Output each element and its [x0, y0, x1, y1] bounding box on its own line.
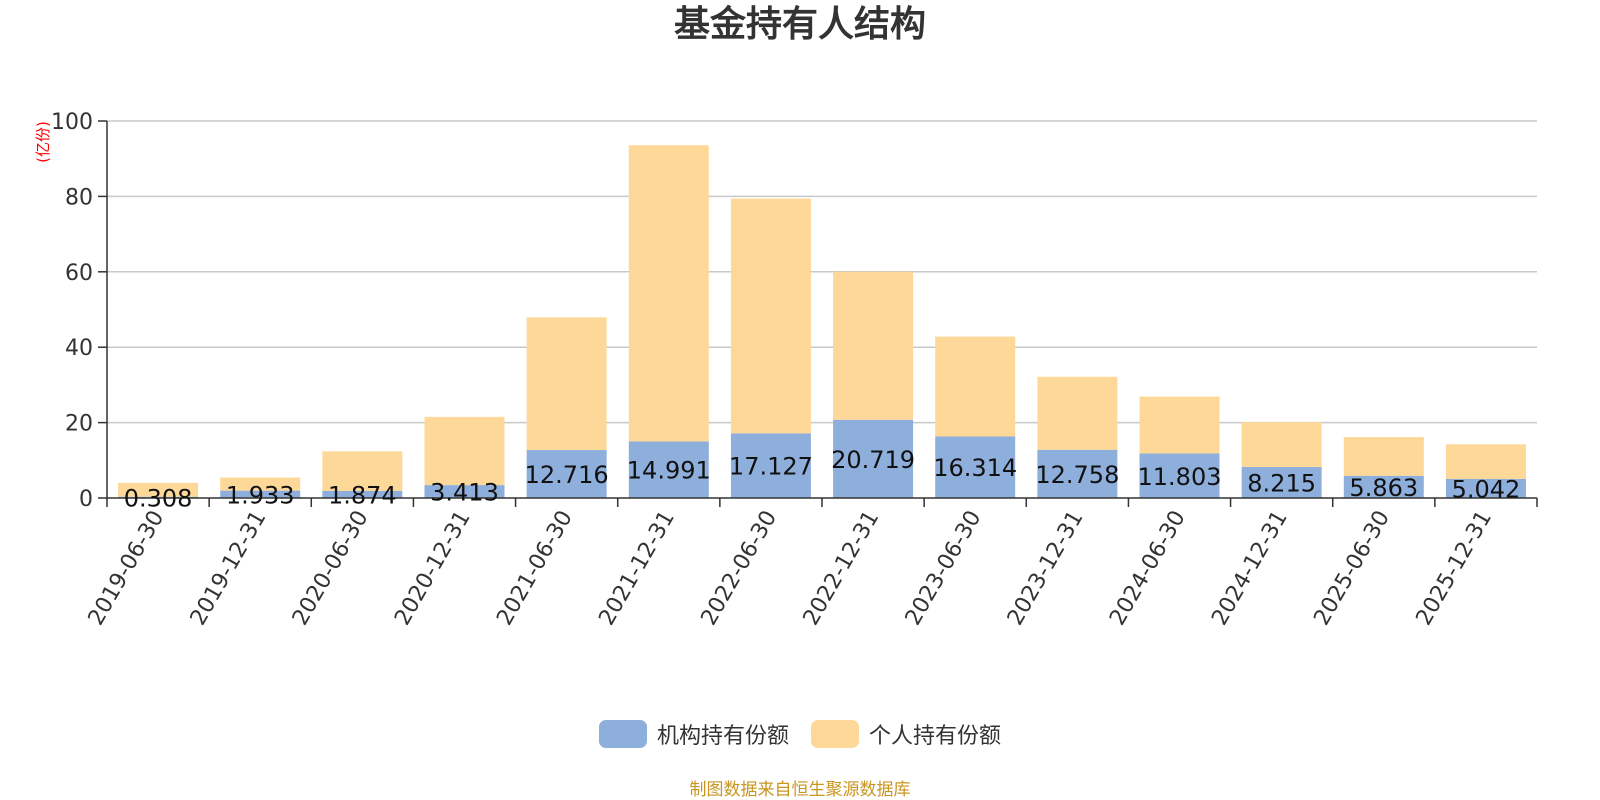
bar-institutional[interactable] [1139, 453, 1220, 498]
x-tick-label: 2025-06-30 [1309, 507, 1395, 630]
data-labels: 0.308 1.933 1.874 3.413 12.716 14.991 17.127 20… [124, 446, 1521, 512]
bar-individual[interactable] [628, 145, 709, 442]
bar-value-label: 16.314 [933, 454, 1017, 482]
bar-individual[interactable] [935, 336, 1016, 437]
y-tick-label: 80 [65, 185, 93, 210]
x-tick-label: 2020-12-31 [390, 507, 476, 630]
bar-value-label: 14.991 [627, 457, 711, 485]
bar-individual[interactable] [424, 416, 505, 486]
bars [118, 145, 1526, 498]
bar-individual[interactable] [1445, 444, 1526, 479]
x-tick-label: 2022-12-31 [799, 507, 885, 630]
legend: 机构持有份额 个人持有份额 [0, 718, 1600, 750]
bar-institutional[interactable] [833, 419, 914, 498]
x-tick-label: 2020-06-30 [288, 507, 374, 630]
x-tick-label: 2023-06-30 [901, 507, 987, 630]
bar-value-label: 12.716 [525, 461, 609, 489]
bar-institutional[interactable] [1445, 478, 1526, 498]
source-note: 制图数据来自恒生聚源数据库 [689, 780, 911, 800]
bar-value-label: 8.215 [1247, 470, 1316, 498]
bar-value-label: 1.933 [226, 481, 295, 509]
bar-institutional[interactable] [628, 441, 709, 498]
bar-individual[interactable] [322, 451, 403, 491]
x-tick-label: 2019-12-31 [186, 507, 272, 630]
bar-individual[interactable] [1139, 396, 1220, 454]
legend-swatch-individual [811, 720, 859, 748]
legend-swatch-institutional [598, 720, 647, 748]
x-tick-label: 2021-12-31 [594, 507, 680, 630]
bar-institutional[interactable] [526, 450, 607, 498]
bar-individual[interactable] [1343, 437, 1424, 476]
bar-individual[interactable] [1037, 376, 1118, 450]
bar-institutional[interactable] [322, 490, 403, 498]
y-tick-label: 40 [65, 336, 93, 361]
legend-label-institutional: 机构持有份额 [656, 724, 789, 749]
x-tick-label: 2019-06-30 [84, 507, 170, 630]
y-tick-label: 100 [51, 110, 93, 135]
bar-value-label: 5.863 [1349, 474, 1418, 502]
bar-value-label: 17.127 [729, 453, 813, 481]
bar-value-label: 3.413 [430, 479, 499, 507]
legend-item-institutional[interactable]: 机构持有份额 [598, 718, 789, 750]
x-tick-label: 2025-12-31 [1412, 507, 1498, 630]
bar-institutional[interactable] [730, 433, 811, 498]
bar-institutional[interactable] [220, 490, 301, 498]
bar-institutional[interactable] [1343, 475, 1424, 498]
grid-lines [107, 120, 1537, 424]
bar-individual[interactable] [118, 482, 199, 497]
y-tick-label: 0 [79, 487, 93, 512]
bar-value-label: 20.719 [831, 446, 915, 474]
bar-value-label: 5.042 [1452, 475, 1521, 503]
x-tick-label: 2022-06-30 [697, 507, 783, 630]
legend-label-individual: 个人持有份额 [869, 724, 1002, 749]
bar-value-label: 1.874 [328, 481, 397, 509]
bar-value-label: 0.308 [124, 484, 193, 512]
bar-value-label: 12.758 [1035, 461, 1119, 489]
bar-individual[interactable] [1241, 422, 1322, 468]
bar-individual[interactable] [730, 198, 811, 434]
y-tick-label: 60 [65, 261, 93, 286]
bar-institutional[interactable] [935, 436, 1016, 498]
bar-institutional[interactable] [1037, 449, 1118, 498]
bar-individual[interactable] [220, 477, 301, 491]
x-tick-label: 2024-12-31 [1207, 507, 1293, 630]
bar-institutional[interactable] [1241, 467, 1322, 498]
x-tick-label: 2024-06-30 [1105, 507, 1191, 630]
bar-value-label: 11.803 [1138, 463, 1222, 491]
chart-title: 基金持有人结构 [673, 4, 926, 45]
legend-item-individual[interactable]: 个人持有份额 [811, 718, 1001, 750]
bar-individual[interactable] [833, 271, 914, 420]
y-axis-unit-label: (亿份) [34, 121, 52, 163]
y-tick-label: 20 [65, 412, 93, 437]
bar-institutional[interactable] [424, 485, 505, 498]
bar-individual[interactable] [526, 317, 607, 451]
x-tick-label: 2021-06-30 [492, 507, 578, 630]
x-tick-label: 2023-12-31 [1003, 507, 1089, 630]
